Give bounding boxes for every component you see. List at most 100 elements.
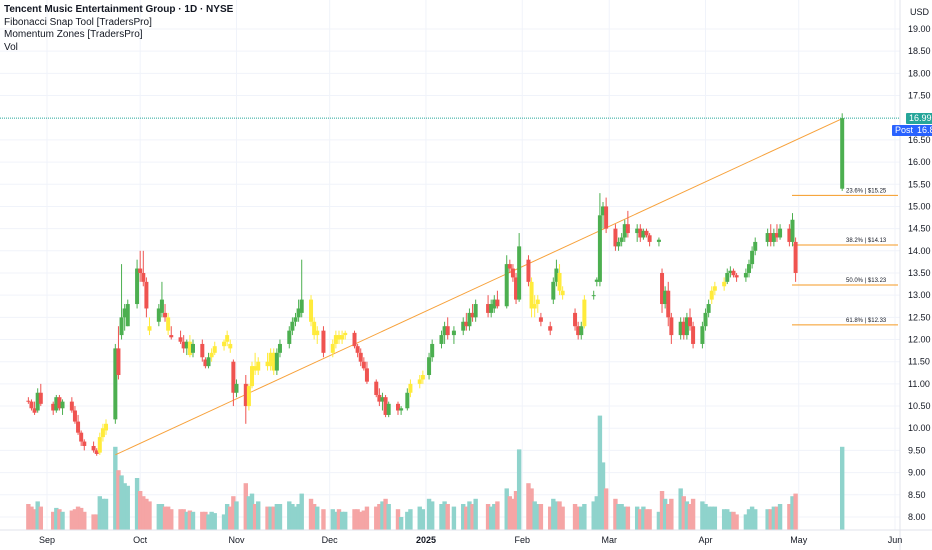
candle-body[interactable]	[439, 335, 444, 344]
candle-body[interactable]	[591, 295, 596, 297]
candle-body[interactable]	[451, 330, 456, 336]
candle-body[interactable]	[554, 268, 559, 282]
candle-body[interactable]	[355, 346, 360, 353]
candle-body[interactable]	[287, 330, 292, 344]
candle-body[interactable]	[535, 299, 540, 305]
candle-body[interactable]	[330, 343, 335, 353]
candle-body[interactable]	[461, 321, 466, 331]
candle-body[interactable]	[228, 343, 233, 349]
candle-body[interactable]	[681, 321, 686, 336]
candle-body[interactable]	[647, 235, 652, 242]
candle-body[interactable]	[582, 299, 587, 327]
candle-body[interactable]	[32, 408, 37, 413]
candle-body[interactable]	[125, 304, 130, 327]
candle-body[interactable]	[442, 326, 447, 336]
candle-body[interactable]	[551, 281, 556, 300]
candle-body[interactable]	[383, 397, 388, 415]
candle-body[interactable]	[91, 445, 96, 451]
candle-body[interactable]	[731, 270, 736, 276]
candle-body[interactable]	[594, 279, 599, 282]
candle-body[interactable]	[725, 272, 730, 282]
candle-body[interactable]	[420, 375, 425, 380]
candlesticks[interactable]	[26, 113, 845, 456]
candle-body[interactable]	[374, 381, 379, 395]
candle-body[interactable]	[517, 246, 522, 300]
candle-body[interactable]	[840, 118, 845, 189]
candle-body[interactable]	[290, 321, 295, 331]
candle-body[interactable]	[253, 366, 258, 371]
candle-body[interactable]	[97, 437, 102, 453]
candle-body[interactable]	[538, 317, 543, 322]
candle-body[interactable]	[691, 326, 696, 344]
candle-body[interactable]	[122, 308, 127, 318]
candle-body[interactable]	[635, 228, 640, 234]
candle-body[interactable]	[206, 357, 211, 367]
candle-body[interactable]	[644, 230, 649, 236]
candle-body[interactable]	[268, 352, 273, 367]
candle-body[interactable]	[299, 299, 304, 313]
candle-body[interactable]	[116, 348, 121, 376]
candle-body[interactable]	[234, 383, 239, 393]
candle-body[interactable]	[492, 299, 497, 309]
candle-body[interactable]	[750, 250, 755, 265]
candle-body[interactable]	[576, 326, 581, 336]
candle-body[interactable]	[495, 299, 500, 307]
candle-body[interactable]	[557, 272, 562, 291]
candle-body[interactable]	[57, 397, 62, 409]
candle-body[interactable]	[340, 335, 345, 340]
candle-body[interactable]	[504, 264, 509, 307]
candle-body[interactable]	[709, 290, 714, 300]
legend-indicator-volume[interactable]: Vol	[4, 41, 18, 53]
candle-body[interactable]	[613, 228, 618, 247]
legend-title[interactable]: Tencent Music Entertainment Group · 1D ·…	[4, 4, 234, 15]
candle-body[interactable]	[315, 330, 320, 336]
candle-body[interactable]	[774, 233, 779, 238]
candle-body[interactable]	[26, 400, 31, 402]
candle-body[interactable]	[336, 335, 341, 340]
legend-indicator-fibonacci[interactable]: Fibonacci Snap Tool [TradersPro]	[4, 16, 152, 28]
candle-body[interactable]	[669, 317, 674, 336]
candle-body[interactable]	[187, 341, 192, 356]
candle-body[interactable]	[417, 379, 422, 384]
candle-body[interactable]	[277, 343, 282, 353]
candle-body[interactable]	[265, 361, 270, 367]
candle-body[interactable]	[309, 299, 314, 322]
candle-body[interactable]	[743, 272, 748, 278]
candle-body[interactable]	[678, 321, 683, 336]
candle-body[interactable]	[386, 403, 391, 415]
candle-body[interactable]	[753, 241, 758, 251]
candle-body[interactable]	[135, 268, 140, 305]
candle-body[interactable]	[29, 401, 34, 409]
candle-body[interactable]	[486, 304, 491, 313]
time-axis[interactable]: Sep Oct Nov Dec 2025 Feb Mar Apr May Jun	[0, 529, 932, 545]
candle-body[interactable]	[405, 392, 410, 409]
trendline-segment[interactable]	[115, 117, 844, 456]
candle-body[interactable]	[243, 383, 248, 407]
candle-body[interactable]	[396, 403, 401, 411]
candle-body[interactable]	[141, 272, 146, 282]
candle-body[interactable]	[256, 361, 261, 371]
candle-body[interactable]	[700, 326, 705, 344]
candle-body[interactable]	[156, 308, 161, 322]
candle-body[interactable]	[377, 394, 382, 402]
candle-body[interactable]	[604, 206, 609, 229]
candle-body[interactable]	[765, 233, 770, 242]
candle-body[interactable]	[274, 352, 279, 371]
candle-body[interactable]	[470, 312, 475, 318]
candle-body[interactable]	[787, 228, 792, 242]
candle-body[interactable]	[94, 450, 99, 454]
candle-body[interactable]	[778, 228, 783, 238]
candle-body[interactable]	[159, 299, 164, 313]
candle-body[interactable]	[790, 219, 795, 242]
candle-body[interactable]	[597, 215, 602, 282]
candle-body[interactable]	[138, 268, 143, 273]
candle-body[interactable]	[119, 317, 124, 336]
candle-body[interactable]	[147, 326, 152, 331]
candle-body[interactable]	[380, 397, 385, 402]
candle-body[interactable]	[529, 281, 534, 309]
candle-body[interactable]	[271, 352, 276, 371]
candle-body[interactable]	[60, 401, 65, 409]
candle-body[interactable]	[38, 392, 43, 404]
fibonacci-levels[interactable]: 23.6% | $15.25 38.2% | $14.13 50.0% | $13.…	[792, 188, 898, 326]
candle-body[interactable]	[747, 264, 752, 273]
